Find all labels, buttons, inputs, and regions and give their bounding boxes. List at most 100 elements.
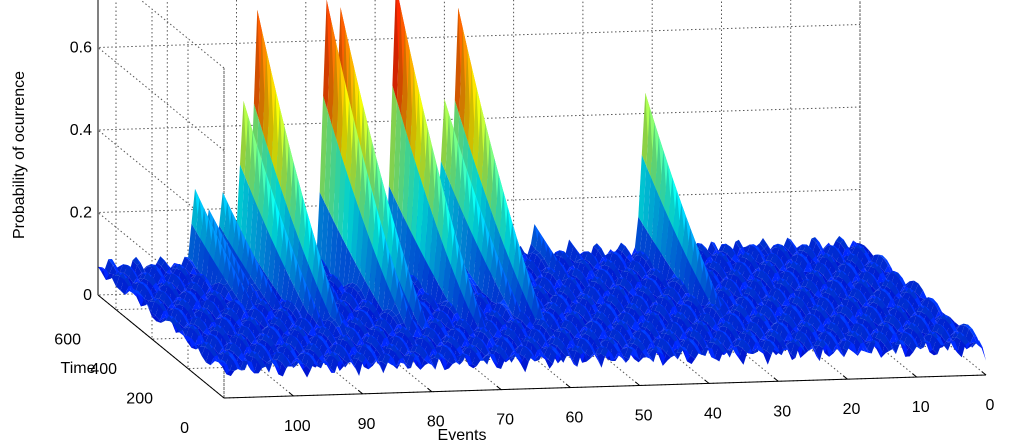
surface-patch — [827, 255, 835, 264]
surface-patch — [768, 288, 777, 297]
surface-patch — [220, 299, 229, 309]
surface-patch — [825, 242, 834, 254]
surface-patch — [288, 301, 297, 313]
surface-patch — [282, 308, 291, 319]
surface-patch — [436, 310, 445, 321]
surface-patch — [759, 238, 768, 249]
surface-patch — [312, 305, 320, 324]
surface-patch — [805, 273, 814, 285]
surface-patch — [816, 297, 825, 308]
surface-patch — [565, 256, 574, 268]
surface-patch — [729, 295, 737, 305]
surface-patch — [591, 269, 600, 276]
surface-patch — [366, 334, 375, 344]
surface-patch — [280, 333, 289, 341]
surface-patch — [576, 284, 584, 294]
surface-patch — [733, 287, 742, 298]
surface-patch — [223, 320, 231, 335]
surface-patch — [536, 252, 545, 260]
surface-patch — [532, 249, 540, 255]
surface-patch — [792, 295, 801, 305]
surface-patch — [761, 286, 770, 297]
surface-patch — [750, 258, 759, 270]
surface-patch — [436, 320, 445, 329]
surface-patch — [272, 248, 281, 292]
surface-patch — [368, 303, 377, 314]
surface-patch — [748, 287, 757, 298]
surface-patch — [277, 305, 286, 313]
surface-patch — [790, 254, 799, 265]
surface-patch — [165, 269, 174, 280]
surface-patch — [250, 330, 259, 343]
surface-patch — [432, 333, 441, 347]
surface-patch — [144, 290, 153, 301]
surface-patch — [910, 290, 919, 300]
surface-patch — [568, 256, 577, 272]
surface-patch — [610, 277, 619, 285]
surface-patch — [559, 299, 568, 315]
surface-patch — [408, 232, 416, 280]
surface-patch — [661, 259, 670, 281]
surface-patch — [516, 300, 525, 314]
surface-patch — [629, 251, 637, 259]
surface-patch — [452, 322, 461, 333]
surface-patch — [541, 320, 550, 330]
surface-patch — [113, 272, 122, 278]
surface-patch — [670, 316, 679, 327]
surface-patch — [821, 245, 830, 251]
surface-patch — [722, 243, 731, 254]
surface-patch — [604, 252, 613, 263]
surface-patch — [570, 324, 578, 338]
surface-patch — [155, 304, 164, 321]
surface-patch — [771, 247, 779, 260]
surface-patch — [606, 294, 615, 303]
surface-patch — [382, 281, 391, 311]
surface-patch — [353, 305, 362, 316]
surface-patch — [298, 328, 307, 337]
surface-patch — [842, 273, 851, 285]
surface-patch — [474, 285, 483, 295]
surface-patch — [889, 308, 897, 321]
surface-patch — [472, 329, 480, 338]
surface-patch — [814, 253, 823, 262]
surface-patch — [777, 291, 786, 306]
surface-patch — [577, 328, 585, 337]
surface-patch — [778, 305, 787, 314]
surface-patch — [610, 309, 619, 319]
surface-patch — [133, 293, 141, 307]
surface-patch — [667, 277, 676, 284]
surface-patch — [656, 198, 665, 253]
surface-patch — [667, 298, 676, 307]
surface-patch — [727, 246, 735, 260]
surface-patch — [882, 292, 891, 308]
surface-patch — [755, 252, 764, 264]
surface-patch — [504, 321, 513, 331]
surface-patch — [816, 305, 825, 313]
surface-patch — [669, 321, 678, 323]
surface-patch — [204, 279, 213, 289]
surface-patch — [333, 277, 342, 289]
surface-patch — [421, 259, 430, 294]
surface-patch — [274, 308, 283, 313]
surface-patch — [375, 308, 384, 316]
surface-patch — [550, 295, 559, 306]
surface-patch — [654, 326, 663, 341]
surface-patch — [527, 243, 536, 255]
surface-patch — [368, 317, 377, 329]
surface-patch — [562, 272, 571, 281]
surface-patch — [630, 303, 639, 311]
surface-patch — [745, 301, 753, 317]
surface-patch — [703, 307, 712, 319]
surface-patch — [429, 215, 438, 276]
surface-patch — [418, 307, 426, 330]
surface-patch — [554, 305, 563, 316]
surface-patch — [731, 316, 740, 331]
surface-patch — [737, 273, 746, 284]
surface-patch — [794, 277, 803, 289]
surface-patch — [225, 291, 234, 302]
surface-patch — [484, 330, 493, 340]
surface-patch — [211, 282, 220, 292]
surface-patch — [598, 257, 607, 265]
surface-patch — [202, 299, 211, 309]
surface-patch — [332, 327, 341, 338]
